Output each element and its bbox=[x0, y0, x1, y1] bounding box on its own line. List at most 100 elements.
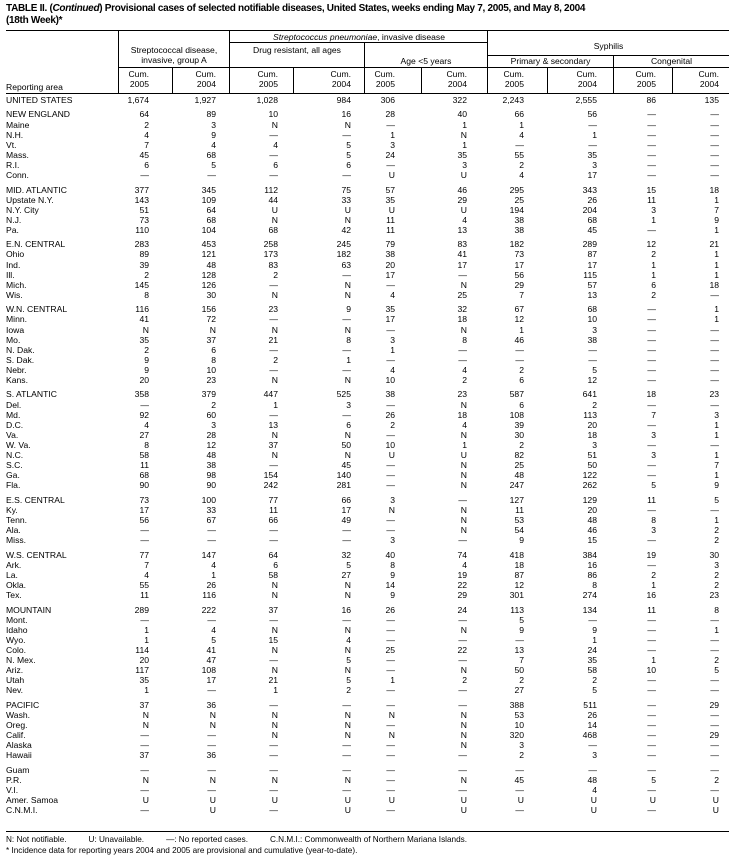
value-cell: — bbox=[386, 750, 395, 761]
value-cell: 3 bbox=[651, 429, 656, 440]
value-cell: U bbox=[517, 795, 524, 805]
value-cell: N bbox=[271, 375, 278, 385]
value-cell: 4 bbox=[462, 214, 467, 225]
value-cell: — bbox=[386, 719, 395, 730]
value-cell: N bbox=[209, 709, 216, 720]
value-cell: 4 bbox=[592, 784, 597, 795]
table-row: W.N. CENTRAL 116 156 23 9 35 32 67 68 — 1 bbox=[6, 304, 729, 314]
value-cell: 21 bbox=[268, 675, 278, 686]
table-row: Ky. 17 33 11 17 N N 11 20 — — bbox=[6, 505, 729, 515]
value-cell: 1 bbox=[144, 624, 149, 635]
value-cell: 35 bbox=[385, 194, 395, 205]
table-row: Colo. 114 41 N N 25 22 13 24 — — bbox=[6, 645, 729, 655]
value-cell: — bbox=[207, 685, 216, 696]
value-cell: — bbox=[269, 460, 278, 471]
value-cell: 2 bbox=[651, 249, 656, 260]
value-cell: 40 bbox=[457, 109, 467, 120]
value-cell: 68 bbox=[587, 214, 597, 225]
reporting-area: Maine bbox=[6, 119, 30, 130]
value-cell: 14 bbox=[385, 579, 395, 590]
value-cell: 41 bbox=[206, 644, 216, 655]
value-cell: 38 bbox=[514, 224, 524, 235]
reporting-area: Ohio bbox=[6, 249, 25, 260]
value-cell: — bbox=[647, 750, 656, 761]
value-cell: 30 bbox=[709, 549, 719, 560]
value-cell: — bbox=[647, 470, 656, 481]
value-cell: 13 bbox=[268, 419, 278, 430]
value-cell: 2 bbox=[714, 525, 719, 536]
value-cell: 1 bbox=[714, 515, 719, 525]
value-cell: — bbox=[140, 740, 149, 751]
footnote-note: * Incidence data for reporting years 200… bbox=[6, 846, 358, 855]
value-cell: — bbox=[588, 354, 597, 365]
value-cell: — bbox=[647, 719, 656, 730]
table-row: N.H. 4 9 — — 1 N 4 1 — — bbox=[6, 130, 729, 140]
value-cell: — bbox=[140, 525, 149, 536]
value-cell: 29 bbox=[457, 590, 467, 601]
value-cell: 9 bbox=[144, 354, 149, 365]
value-cell: 18 bbox=[457, 314, 467, 325]
value-cell: 89 bbox=[206, 109, 216, 120]
reporting-area: Ark. bbox=[6, 559, 22, 570]
value-cell: 587 bbox=[509, 389, 524, 400]
value-cell: 1 bbox=[390, 129, 395, 140]
value-cell: N bbox=[142, 709, 149, 720]
value-cell: 1 bbox=[714, 249, 719, 260]
value-cell: 11 bbox=[386, 214, 395, 225]
table-row: Vt. 7 4 4 5 3 1 — — — — bbox=[6, 140, 729, 150]
value-cell: 5 bbox=[592, 364, 597, 375]
value-cell: 6 bbox=[519, 399, 524, 410]
title-line-1: TABLE II. (Continued) Provisional cases … bbox=[6, 3, 734, 15]
reporting-area: Oreg. bbox=[6, 719, 28, 730]
value-cell: 1 bbox=[651, 259, 656, 270]
value-cell: — bbox=[515, 139, 524, 150]
value-cell: N bbox=[344, 279, 351, 290]
value-cell: 2 bbox=[714, 774, 719, 785]
value-cell: N bbox=[344, 665, 351, 676]
value-cell: 3 bbox=[390, 535, 395, 546]
value-cell: 73 bbox=[139, 494, 149, 505]
value-cell: N bbox=[344, 579, 351, 590]
value-cell: 1 bbox=[390, 675, 395, 686]
value-cell: 27 bbox=[341, 569, 351, 580]
value-cell: 121 bbox=[201, 249, 216, 260]
reporting-area: PACIFIC bbox=[6, 699, 40, 710]
value-cell: 75 bbox=[341, 184, 351, 195]
table-row: C.N.M.I. — U — U — U — U — U bbox=[6, 805, 729, 815]
value-cell: 7 bbox=[714, 460, 719, 471]
value-cell: 25 bbox=[514, 460, 524, 471]
value-cell: — bbox=[458, 699, 467, 710]
reporting-area: Mont. bbox=[6, 614, 28, 625]
reporting-area: Alaska bbox=[6, 740, 32, 751]
value-cell: 26 bbox=[385, 409, 395, 420]
value-cell: — bbox=[588, 614, 597, 625]
value-cell: 8 bbox=[144, 439, 149, 450]
value-cell: 3 bbox=[592, 324, 597, 335]
value-cell: 5 bbox=[651, 774, 656, 785]
value-cell: — bbox=[647, 399, 656, 410]
value-cell: 50 bbox=[514, 665, 524, 676]
value-cell: 7 bbox=[144, 139, 149, 150]
table-row: W. Va. 8 12 37 50 10 1 2 3— — bbox=[6, 440, 729, 450]
value-cell: 68 bbox=[587, 304, 597, 315]
value-cell: 453 bbox=[201, 239, 216, 250]
value-cell: 77 bbox=[139, 549, 149, 560]
value-cell: — bbox=[647, 559, 656, 570]
value-cell: — bbox=[458, 354, 467, 365]
value-cell: 37 bbox=[139, 750, 149, 761]
value-cell: 358 bbox=[134, 389, 149, 400]
value-cell: 5 bbox=[346, 139, 351, 150]
reporting-area: S.C. bbox=[6, 460, 23, 471]
value-cell: 67 bbox=[206, 515, 216, 525]
reporting-area: MOUNTAIN bbox=[6, 604, 52, 615]
value-cell: — bbox=[458, 764, 467, 775]
value-cell: 1 bbox=[651, 214, 656, 225]
strep-pneumoniae-name: Streptococcus pneumoniae bbox=[273, 32, 378, 42]
value-cell: — bbox=[647, 304, 656, 315]
value-cell: 1 bbox=[714, 194, 719, 205]
value-cell: 7 bbox=[651, 409, 656, 420]
value-cell: 247 bbox=[509, 480, 524, 491]
reporting-area: Tenn. bbox=[6, 515, 28, 525]
value-cell: 32 bbox=[457, 304, 467, 315]
value-cell: — bbox=[647, 634, 656, 645]
